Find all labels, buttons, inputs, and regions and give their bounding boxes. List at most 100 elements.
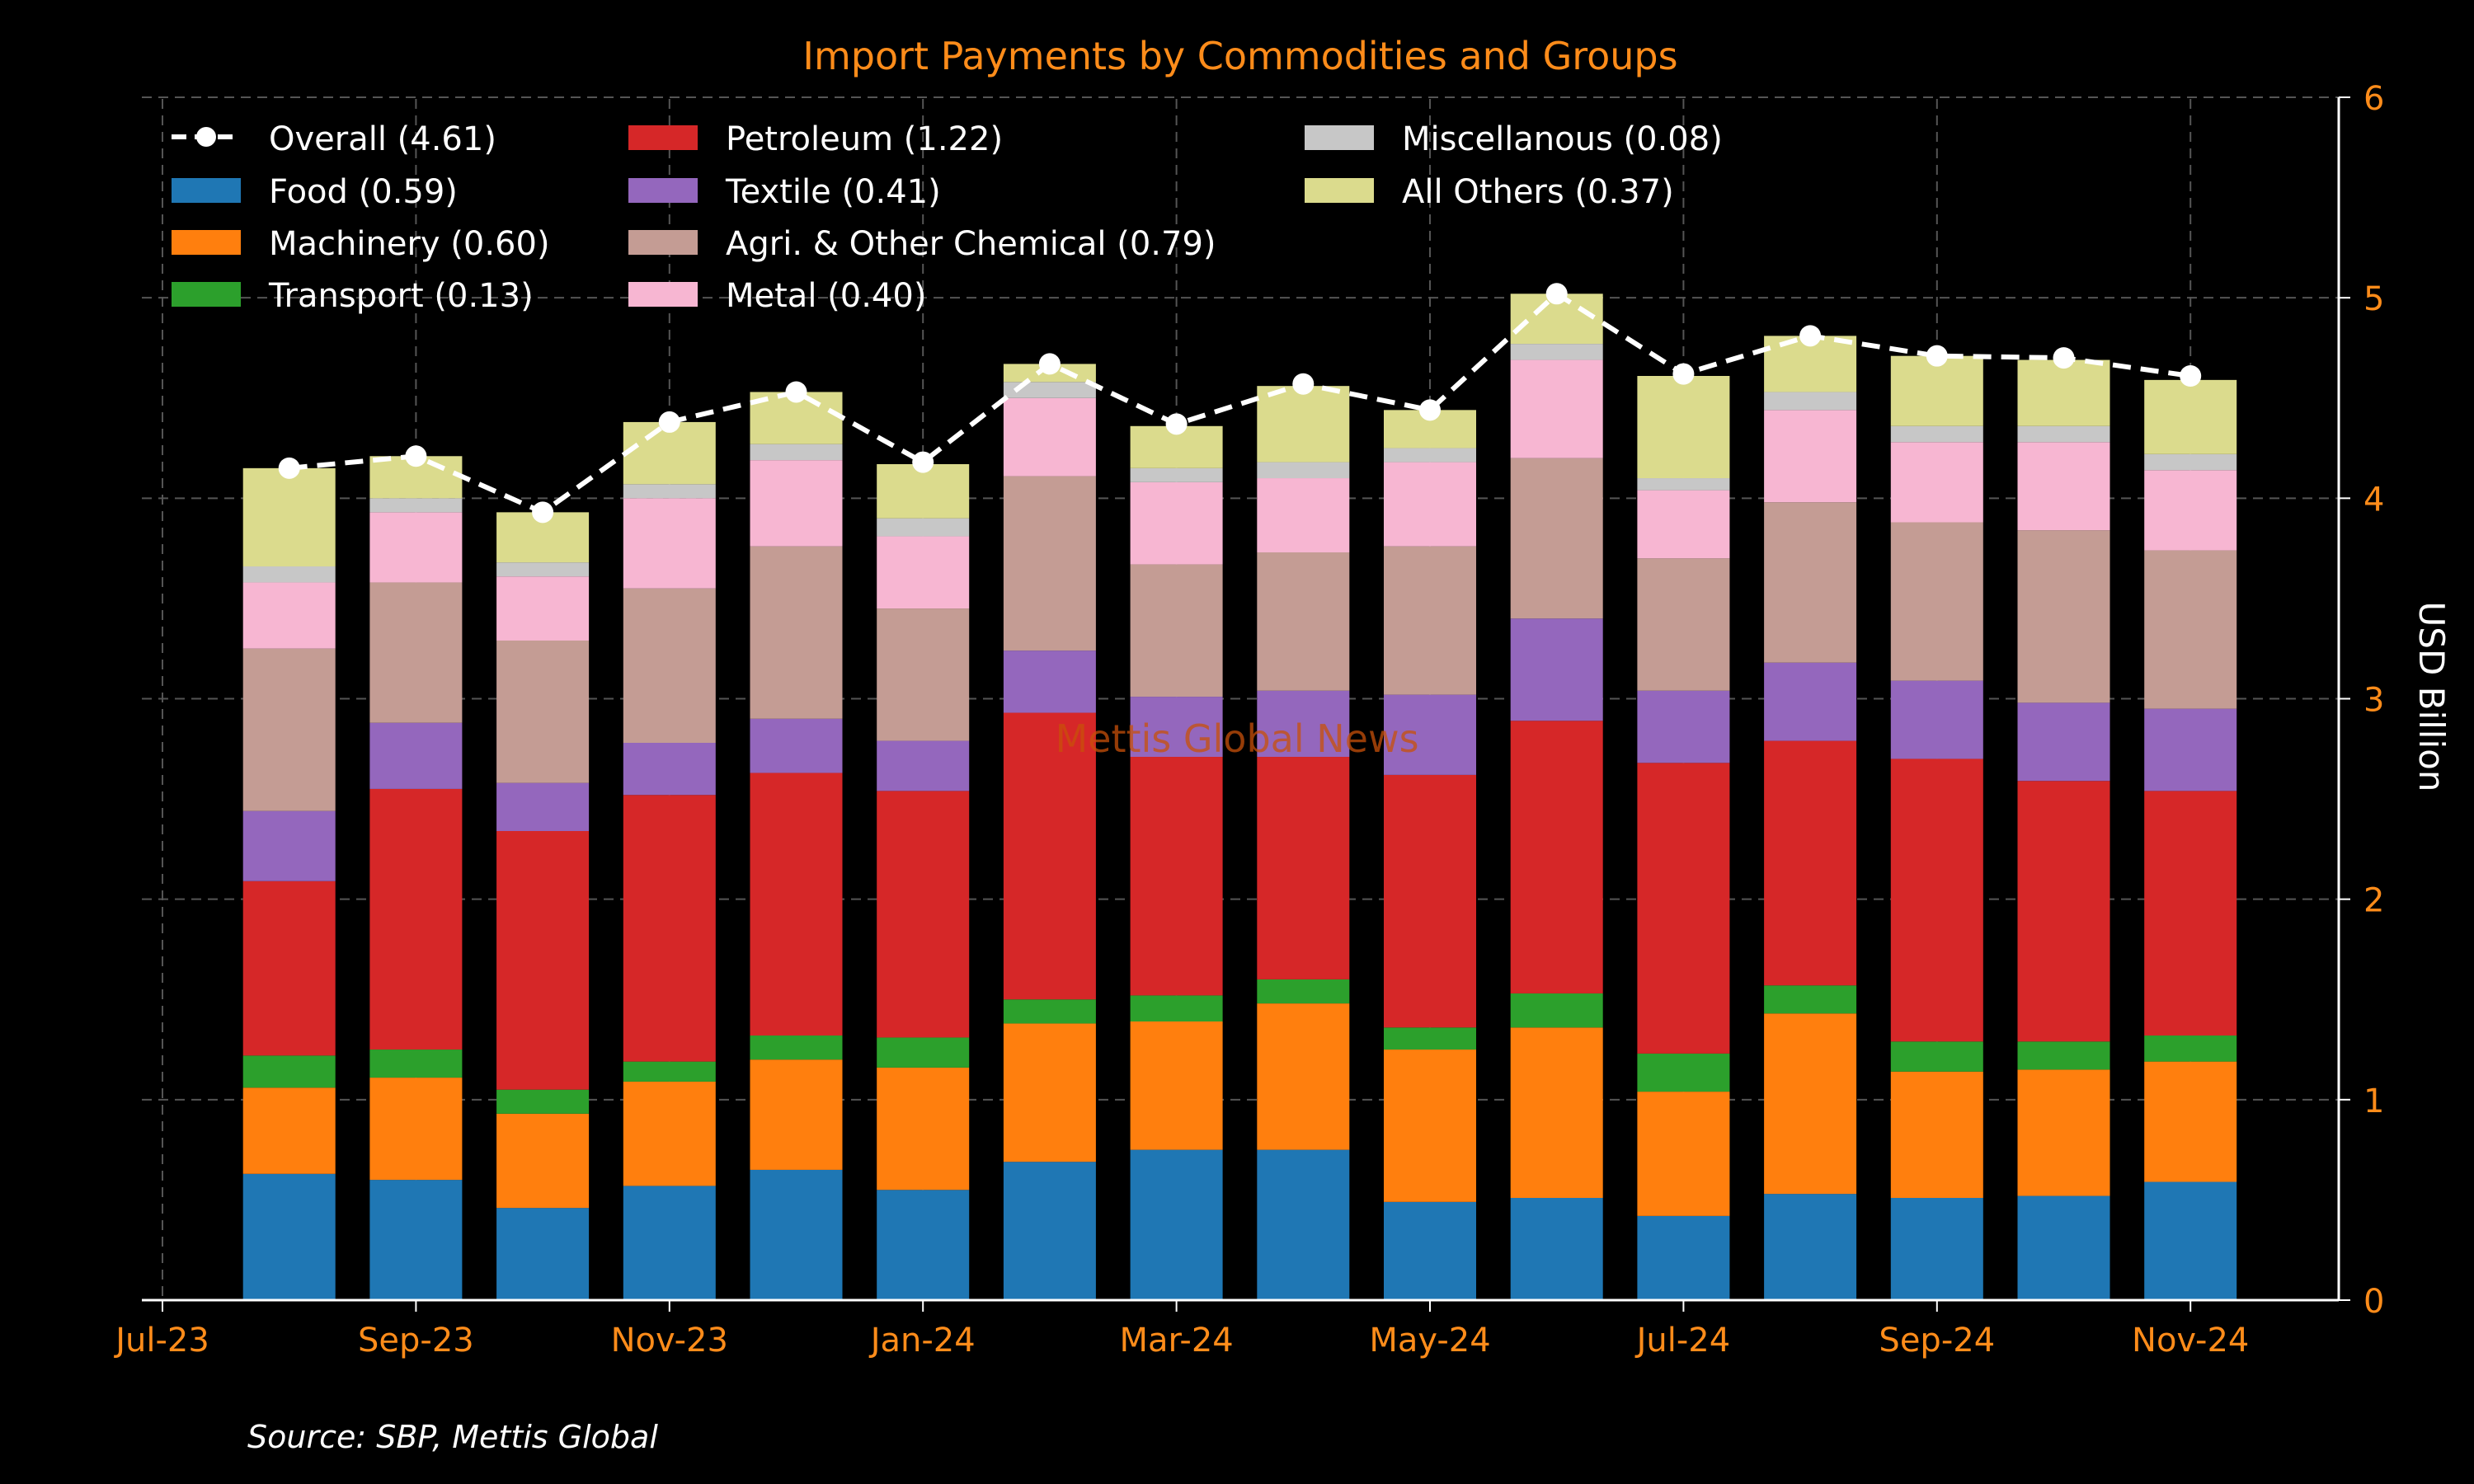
bar-segment-7-apr-24 — [1257, 478, 1350, 552]
bars-group — [242, 294, 2237, 1300]
legend-label: Machinery (0.60) — [269, 225, 550, 263]
bar-segment-6-nov-23 — [623, 588, 716, 743]
legend-label: All Others (0.37) — [1402, 173, 1674, 211]
overall-point-apr-24 — [1292, 373, 1315, 395]
overall-point-jun-24 — [1545, 283, 1568, 305]
bar-segment-4-jul-24 — [1637, 763, 1730, 1054]
y-tick-label: 5 — [2363, 280, 2384, 318]
bar-segment-7-jan-24 — [877, 536, 970, 609]
y-tick-label: 2 — [2363, 882, 2384, 920]
bar-segment-2-dec-23 — [750, 1059, 843, 1170]
bar-segment-7-sep-23 — [369, 512, 463, 583]
bar-segment-6-nov-24 — [2144, 550, 2237, 709]
bar-segment-5-sep-23 — [369, 722, 463, 789]
bar-segment-6-jan-24 — [877, 608, 970, 741]
bar-segment-5-may-24 — [1384, 694, 1476, 775]
bar-segment-5-aug-23 — [242, 810, 336, 881]
bar-segment-1-nov-23 — [623, 1186, 716, 1300]
legend-swatch — [172, 230, 241, 255]
bar-segment-9-oct-24 — [2017, 359, 2110, 426]
bar-segment-2-may-24 — [1384, 1050, 1476, 1202]
legend-swatch — [628, 230, 698, 255]
x-tick-label: Jul-23 — [113, 1322, 209, 1360]
x-tick-label: Nov-24 — [2132, 1322, 2249, 1360]
legend-item-8: Metal (0.40) — [628, 277, 926, 315]
overall-point-sep-24 — [1926, 345, 1948, 367]
bar-segment-7-sep-24 — [1890, 442, 1983, 523]
bar-segment-8-jul-24 — [1637, 478, 1730, 491]
bar-segment-7-dec-23 — [750, 460, 843, 547]
overall-point-oct-23 — [532, 501, 554, 524]
legend-item-9: Miscellanous (0.08) — [1305, 120, 1723, 158]
bar-segment-9-aug-23 — [242, 467, 336, 567]
bar-segment-2-nov-24 — [2144, 1061, 2237, 1182]
legend-label: Petroleum (1.22) — [726, 120, 1003, 158]
bar-segment-3-feb-24 — [1003, 999, 1096, 1024]
bar-segment-5-mar-24 — [1130, 697, 1223, 758]
bar-segment-7-oct-24 — [2017, 442, 2110, 531]
x-tick-label: Jul-24 — [1634, 1322, 1731, 1360]
bar-segment-8-nov-23 — [623, 484, 716, 499]
bar-segment-8-feb-24 — [1003, 382, 1096, 398]
bar-segment-3-mar-24 — [1130, 995, 1223, 1021]
bar-segment-2-nov-23 — [623, 1081, 716, 1186]
source-note: Source: SBP, Mettis Global — [247, 1419, 658, 1455]
bar-segment-3-apr-24 — [1257, 979, 1350, 1004]
overall-point-mar-24 — [1165, 413, 1188, 435]
bar-segment-3-sep-23 — [369, 1050, 463, 1078]
bar-segment-6-dec-23 — [750, 546, 843, 719]
legend-swatch — [1305, 178, 1374, 203]
overall-point-aug-24 — [1799, 325, 1822, 347]
bar-segment-7-feb-24 — [1003, 397, 1096, 477]
bar-segment-7-oct-23 — [496, 576, 590, 641]
bar-segment-2-apr-24 — [1257, 1003, 1350, 1150]
legend-item-2: Food (0.59) — [172, 173, 458, 211]
legend-swatch — [628, 178, 698, 203]
bar-segment-1-oct-23 — [496, 1208, 590, 1300]
legend-label: Transport (0.13) — [268, 277, 534, 315]
legend-swatch — [1305, 125, 1374, 150]
bar-segment-6-mar-24 — [1130, 564, 1223, 697]
x-tick-label: Nov-23 — [611, 1322, 728, 1360]
bar-segment-2-jul-24 — [1637, 1092, 1730, 1216]
bar-segment-4-nov-24 — [2144, 791, 2237, 1036]
overall-point-oct-24 — [2053, 347, 2075, 369]
bar-segment-4-aug-24 — [1764, 740, 1857, 986]
y-tick-label: 6 — [2363, 80, 2384, 118]
overall-point-sep-23 — [405, 445, 427, 467]
overall-point-jan-24 — [912, 451, 934, 473]
legend-swatch — [172, 178, 241, 203]
legend-item-5: Petroleum (1.22) — [628, 120, 1003, 158]
bar-segment-5-dec-23 — [750, 718, 843, 773]
bar-segment-8-sep-23 — [369, 498, 463, 513]
bar-segment-8-may-24 — [1384, 448, 1476, 463]
overall-point-jul-24 — [1672, 363, 1695, 385]
bar-segment-3-sep-24 — [1890, 1041, 1983, 1072]
bar-segment-6-sep-23 — [369, 582, 463, 723]
legend-marker — [196, 127, 216, 147]
y-tick-label: 4 — [2363, 481, 2384, 519]
bar-segment-5-sep-24 — [1890, 680, 1983, 759]
legend-item-1: Overall (4.61) — [172, 120, 496, 158]
overall-line — [289, 290, 2191, 515]
bar-segment-6-feb-24 — [1003, 476, 1096, 651]
bar-segment-6-oct-23 — [496, 640, 590, 783]
bar-segment-4-jan-24 — [877, 791, 970, 1038]
bar-segment-7-nov-24 — [2144, 470, 2237, 551]
bar-segment-4-oct-23 — [496, 830, 590, 1090]
bar-segment-1-jun-24 — [1510, 1197, 1603, 1300]
bar-segment-5-aug-24 — [1764, 662, 1857, 741]
bar-segment-8-mar-24 — [1130, 467, 1223, 482]
bar-segment-8-nov-24 — [2144, 453, 2237, 471]
bar-segment-1-apr-24 — [1257, 1149, 1350, 1300]
bar-segment-9-apr-24 — [1257, 386, 1350, 463]
bar-segment-9-jan-24 — [877, 463, 970, 519]
bar-segment-1-sep-23 — [369, 1180, 463, 1300]
bar-segment-1-oct-24 — [2017, 1195, 2110, 1300]
bar-segment-4-jun-24 — [1510, 721, 1603, 993]
legend-item-6: Textile (0.41) — [628, 173, 941, 211]
bar-segment-1-aug-24 — [1764, 1194, 1857, 1300]
bar-segment-5-nov-23 — [623, 742, 716, 796]
legend-label: Overall (4.61) — [269, 120, 496, 158]
bar-segment-1-nov-24 — [2144, 1181, 2237, 1300]
